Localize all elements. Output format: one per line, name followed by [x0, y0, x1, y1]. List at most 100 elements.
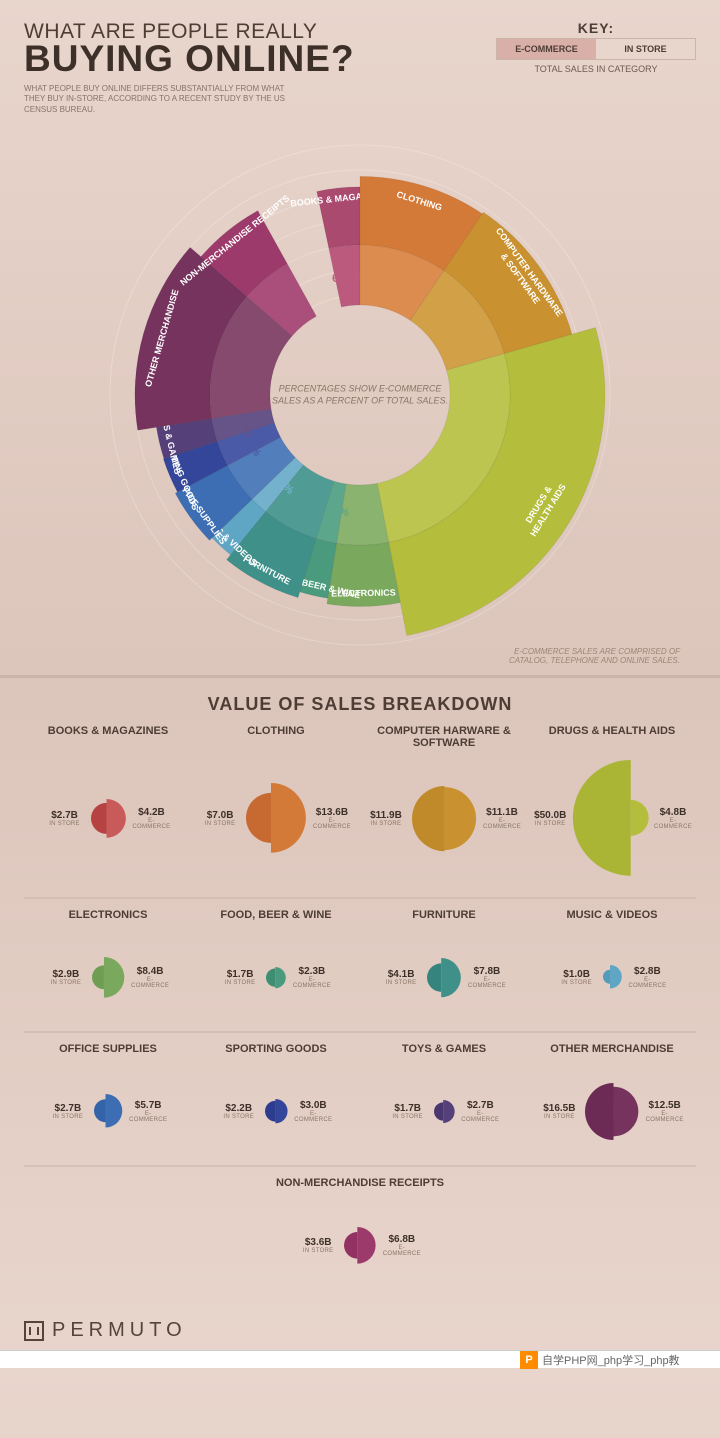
subtitle: WHAT PEOPLE BUY ONLINE DIFFERS SUBSTANTI…: [24, 84, 304, 115]
donut-chart: 61.0%BOOKS & MAGAZINES65.9%CLOTHING48.1%…: [24, 125, 696, 665]
breakdown-cell: SPORTING GOODS $2.2BIN STORE $3.0BE-COMM…: [192, 1037, 360, 1161]
instore-value: $2.9BIN STORE: [45, 969, 87, 986]
ecommerce-value: $13.6BE-COMMERCE: [311, 807, 353, 830]
semi-svg: [93, 1092, 123, 1130]
key-instore: IN STORE: [596, 39, 695, 59]
breakdown-cell: MUSIC & VIDEOS $1.0BIN STORE $2.8BE-COMM…: [528, 903, 696, 1027]
cell-title: SPORTING GOODS: [225, 1043, 326, 1071]
semi-chart: $1.7BIN STORE $2.3BE-COMMERCE: [196, 937, 356, 1017]
breakdown-cell: CLOTHING $7.0BIN STORE $13.6BE-COMMERCE: [192, 719, 360, 893]
ecommerce-value: $5.7BE-COMMERCE: [127, 1100, 169, 1123]
cell-title: OTHER MERCHANDISE: [550, 1043, 673, 1071]
semi-svg: [343, 1225, 377, 1266]
ecommerce-value: $3.0BE-COMMERCE: [292, 1100, 334, 1123]
ecommerce-value: $2.3BE-COMMERCE: [291, 966, 333, 989]
semi-svg: [433, 1098, 456, 1125]
breakdown-cell: ELECTRONICS $2.9BIN STORE $8.4BE-COMMERC…: [24, 903, 192, 1027]
key-total: TOTAL SALES IN CATEGORY: [496, 64, 696, 74]
breakdown-cell: OTHER MERCHANDISE $16.5BIN STORE $12.5BE…: [528, 1037, 696, 1161]
cell-title: MUSIC & VIDEOS: [566, 909, 657, 937]
logo-icon: [24, 1321, 44, 1341]
semi-chart: $2.9BIN STORE $8.4BE-COMMERCE: [28, 937, 188, 1017]
cell-title: NON-MERCHANDISE RECEIPTS: [276, 1177, 444, 1205]
breakdown-grid: BOOKS & MAGAZINES $2.7BIN STORE $4.2BE-C…: [24, 719, 696, 1295]
cell-title: FOOD, BEER & WINE: [220, 909, 331, 937]
ecommerce-value: $4.8BE-COMMERCE: [654, 807, 692, 830]
legend-key: KEY: E-COMMERCE IN STORE TOTAL SALES IN …: [496, 20, 696, 74]
instore-value: $1.7BIN STORE: [219, 969, 261, 986]
ecommerce-value: $11.1BE-COMMERCE: [481, 807, 523, 830]
semi-svg: [91, 955, 125, 1000]
instore-value: $1.7BIN STORE: [387, 1103, 429, 1120]
instore-value: $2.7BIN STORE: [47, 1103, 89, 1120]
instore-value: $16.5BIN STORE: [538, 1103, 580, 1120]
logo-text: PERMUTO: [52, 1319, 187, 1342]
breakdown-cell: FURNITURE $4.1BIN STORE $7.8BE-COMMERCE: [360, 903, 528, 1027]
cell-title: COMPUTER HARWARE & SOFTWARE: [364, 725, 524, 753]
breakdown-cell: NON-MERCHANDISE RECEIPTS $3.6BIN STORE $…: [24, 1171, 696, 1295]
semi-chart: $11.9BIN STORE $11.1BE-COMMERCE: [364, 753, 524, 883]
infographic-page: WHAT ARE PEOPLE REALLY BUYING ONLINE? WH…: [0, 0, 720, 675]
header: WHAT ARE PEOPLE REALLY BUYING ONLINE? WH…: [24, 20, 696, 115]
ecommerce-value: $2.8BE-COMMERCE: [626, 966, 668, 989]
title-line2: BUYING ONLINE?: [24, 38, 486, 80]
ecommerce-value: $7.8BE-COMMERCE: [466, 966, 508, 989]
semi-chart: $4.1BIN STORE $7.8BE-COMMERCE: [364, 937, 524, 1017]
semi-svg: [245, 781, 307, 855]
cell-title: BOOKS & MAGAZINES: [48, 725, 168, 753]
instore-value: $50.0BIN STORE: [532, 810, 568, 827]
semi-svg: [90, 797, 127, 840]
brand-logo: PERMUTO: [0, 1305, 720, 1350]
cell-title: ELECTRONICS: [69, 909, 148, 937]
ecommerce-value: $8.4BE-COMMERCE: [129, 966, 171, 989]
semi-svg: [426, 956, 462, 999]
title-block: WHAT ARE PEOPLE REALLY BUYING ONLINE? WH…: [24, 20, 486, 115]
breakdown-cell: COMPUTER HARWARE & SOFTWARE $11.9BIN STO…: [360, 719, 528, 893]
semi-svg: [584, 1081, 639, 1142]
semi-svg: [572, 749, 650, 887]
donut-center-text: PERCENTAGES SHOW E-COMMERCE SALES AS A P…: [270, 383, 450, 406]
cell-title: OFFICE SUPPLIES: [59, 1043, 157, 1071]
semi-chart: $2.7BIN STORE $4.2BE-COMMERCE: [28, 753, 188, 883]
semi-chart: $50.0BIN STORE $4.8BE-COMMERCE: [532, 753, 692, 883]
instore-value: $3.6BIN STORE: [297, 1237, 339, 1254]
ecommerce-value: $6.8BE-COMMERCE: [381, 1234, 423, 1257]
semi-chart: $2.2BIN STORE $3.0BE-COMMERCE: [196, 1071, 356, 1151]
breakdown-section: VALUE OF SALES BREAKDOWN BOOKS & MAGAZIN…: [0, 678, 720, 1305]
key-title: KEY:: [496, 20, 696, 36]
semi-chart: $1.7BIN STORE $2.7BE-COMMERCE: [364, 1071, 524, 1151]
breakdown-cell: DRUGS & HEALTH AIDS $50.0BIN STORE $4.8B…: [528, 719, 696, 893]
breakdown-cell: BOOKS & MAGAZINES $2.7BIN STORE $4.2BE-C…: [24, 719, 192, 893]
semi-chart: $1.0BIN STORE $2.8BE-COMMERCE: [532, 937, 692, 1017]
semi-chart: $2.7BIN STORE $5.7BE-COMMERCE: [28, 1071, 188, 1151]
key-ecommerce: E-COMMERCE: [497, 39, 596, 59]
instore-value: $2.7BIN STORE: [44, 810, 86, 827]
ecommerce-value: $2.7BE-COMMERCE: [459, 1100, 501, 1123]
instore-value: $4.1BIN STORE: [380, 969, 422, 986]
cell-title: TOYS & GAMES: [402, 1043, 486, 1071]
semi-svg: [265, 965, 287, 990]
browser-bottom-bar: P 自学PHP网_php学习_php教: [0, 1350, 720, 1368]
semi-svg: [411, 784, 477, 853]
cell-title: CLOTHING: [247, 725, 304, 753]
breakdown-cell: TOYS & GAMES $1.7BIN STORE $2.7BE-COMMER…: [360, 1037, 528, 1161]
svg-text:74.1%: 74.1%: [346, 507, 378, 520]
breakdown-cell: FOOD, BEER & WINE $1.7BIN STORE $2.3BE-C…: [192, 903, 360, 1027]
instore-value: $1.0BIN STORE: [556, 969, 598, 986]
site-text: 自学PHP网_php学习_php教: [542, 1352, 680, 1368]
instore-value: $2.2BIN STORE: [218, 1103, 260, 1120]
semi-chart: $7.0BIN STORE $13.6BE-COMMERCE: [196, 753, 356, 883]
instore-value: $11.9BIN STORE: [365, 810, 407, 827]
ecommerce-value: $12.5BE-COMMERCE: [644, 1100, 686, 1123]
semi-svg: [602, 963, 623, 990]
breakdown-cell: OFFICE SUPPLIES $2.7BIN STORE $5.7BE-COM…: [24, 1037, 192, 1161]
ecommerce-value: $4.2BE-COMMERCE: [130, 807, 172, 830]
instore-value: $7.0BIN STORE: [199, 810, 241, 827]
donut-footnote: E-COMMERCE SALES ARE COMPRISED OF CATALO…: [500, 647, 680, 665]
breakdown-title: VALUE OF SALES BREAKDOWN: [24, 694, 696, 715]
semi-chart: $3.6BIN STORE $6.8BE-COMMERCE: [28, 1205, 692, 1285]
cell-title: FURNITURE: [412, 909, 476, 937]
site-icon: P: [520, 1351, 538, 1369]
semi-svg: [264, 1097, 289, 1125]
semi-chart: $16.5BIN STORE $12.5BE-COMMERCE: [532, 1071, 692, 1151]
